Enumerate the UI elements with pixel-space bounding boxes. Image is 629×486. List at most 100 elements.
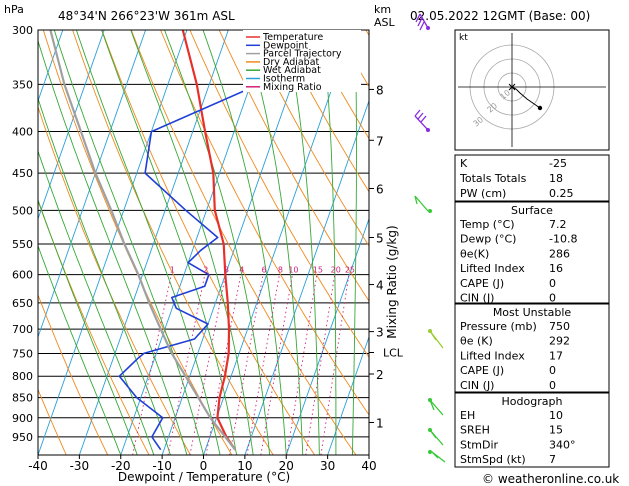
legend-entry: Parcel Trajectory: [263, 49, 342, 60]
dry-adiabat-350: [248, 30, 369, 247]
table-row-label: θe (K): [460, 335, 493, 348]
x-tick-label: 0: [200, 459, 208, 473]
x-tick-label: 10: [237, 459, 252, 473]
mixing-ratio-line-8: [246, 274, 280, 455]
pressure-tick-label: 400: [12, 126, 33, 139]
dry-adiabat-320: [160, 30, 369, 416]
mixing-ratio-line-3: [189, 274, 226, 455]
wind-barb: [414, 195, 429, 212]
mixing-ratio-label: 8: [278, 266, 283, 275]
legend-entry: Dewpoint: [263, 40, 308, 51]
mixing-ratio-line-15: [286, 274, 318, 455]
table-row-label: CIN (J): [460, 379, 494, 392]
table-row-value: 0: [549, 292, 556, 305]
km-tick-label: 3: [376, 326, 384, 340]
pressure-tick-label: 350: [12, 78, 33, 91]
wet-adiabat-24: [244, 30, 304, 455]
dry-adiabat-270: [38, 105, 191, 455]
mixing-ratio-label: 2: [203, 266, 208, 275]
table-row-label: CAPE (J): [460, 277, 504, 290]
hodograph-end-marker: [537, 105, 543, 111]
dry-adiabat-330: [189, 30, 369, 359]
table-row-value: 17: [549, 349, 563, 362]
x-tick-label: 40: [361, 459, 376, 473]
km-tick-label: 2: [376, 368, 384, 382]
pressure-tick-label: 650: [12, 297, 33, 310]
x-tick-label: -30: [70, 459, 90, 473]
wind-barb-base: [426, 26, 430, 30]
wet-adiabat--4: [38, 39, 188, 455]
surface-box: [454, 201, 610, 304]
credit-label: © weatheronline.co.uk: [482, 472, 619, 486]
table-row-value: -10.8: [549, 233, 577, 246]
mixing-ratio-line-2: [167, 274, 206, 455]
mixing-ratio-label: 25: [345, 266, 355, 275]
pressure-tick-label: 550: [12, 238, 33, 251]
km-label: km: [374, 3, 391, 16]
wet-adiabat-4: [75, 30, 221, 455]
table-row-label: Temp (°C): [459, 218, 515, 231]
legend-entry: Wet Adiabat: [263, 65, 321, 76]
wet-adiabat--16: [38, 198, 138, 455]
legend-box: [243, 30, 361, 92]
index-k-label: K: [460, 157, 468, 170]
table-row-label: StmSpd (kt): [460, 453, 526, 466]
wind-barb: [429, 429, 444, 446]
km-tick-label: 1: [376, 416, 384, 430]
hodograph-frame: [454, 29, 610, 151]
wet-adiabat-28: [285, 30, 320, 455]
table-row-value: 286: [549, 247, 570, 260]
wind-barb-base: [428, 398, 432, 402]
mixing-ratio-label: 1: [170, 266, 175, 275]
wet-adiabat-16: [164, 30, 271, 455]
pressure-tick-label: 450: [12, 167, 33, 180]
x-tick-label: -40: [28, 459, 48, 473]
x-tick-label: 20: [279, 459, 294, 473]
wet-adiabat-32: [322, 30, 337, 455]
asl-label: ASL: [374, 16, 396, 29]
pressure-tick-label: 500: [12, 204, 33, 217]
legend-entry: Dry Adiabat: [263, 57, 320, 68]
mixing-ratio-label: 3: [224, 266, 229, 275]
table-row-value: 7: [549, 453, 556, 466]
table-row-label: Pressure (mb): [460, 320, 537, 333]
mixing-ratio-line-20: [305, 274, 336, 455]
hodograph-kt-label: kt: [459, 33, 468, 43]
wet-adiabat-20: [202, 30, 287, 455]
mixing-ratio-line-1: [132, 274, 172, 455]
wet-adiabat--12: [38, 149, 155, 455]
legend-entry: Isotherm: [263, 74, 305, 85]
surface-rows: Temp (°C) 7.2 Dewp (°C) -10.8 θe(K) 286 Lifted…: [459, 218, 577, 305]
most-unstable-box: [454, 303, 610, 393]
wet-adiabat-12: [130, 30, 254, 455]
mixing-ratio-label: 20: [331, 266, 341, 275]
hodograph-panel: kt 10 20 30: [454, 29, 610, 151]
indices-box: [454, 154, 610, 202]
indices-table: K -25 Totals Totals 18 PW (cm) 0.25 Surf…: [454, 154, 610, 468]
legend-entry: Mixing Ratio: [263, 82, 322, 93]
table-row-value: 0: [549, 379, 556, 392]
km-tick-label: 8: [376, 83, 384, 97]
pressure-tick-label: 800: [12, 370, 33, 383]
wind-barb: [431, 451, 446, 463]
wet-adiabat-36: [351, 30, 357, 455]
wind-barb-base: [428, 329, 432, 333]
x-axis-title: Dewpoint / Temperature (°C): [118, 470, 290, 484]
legend-entry: Temperature: [262, 32, 323, 43]
mixing-ratio-label: 15: [313, 266, 323, 275]
table-row-value: 7.2: [549, 218, 567, 231]
dry-adiabat-300: [101, 30, 315, 455]
table-row-value: 292: [549, 335, 570, 348]
surface-title: Surface: [511, 204, 553, 217]
table-row-label: CAPE (J): [460, 364, 504, 377]
series-dewpoint: [118, 30, 260, 451]
wind-barb: [414, 109, 429, 131]
x-tick-label: 30: [320, 459, 335, 473]
table-row-label: Lifted Index: [460, 262, 525, 275]
table-row-value: 16: [549, 262, 563, 275]
table-row-value: 0: [549, 277, 556, 290]
series-parcel-trajectory: [49, 30, 237, 451]
table-row-label: SREH: [460, 424, 490, 437]
wind-barb: [429, 399, 444, 416]
